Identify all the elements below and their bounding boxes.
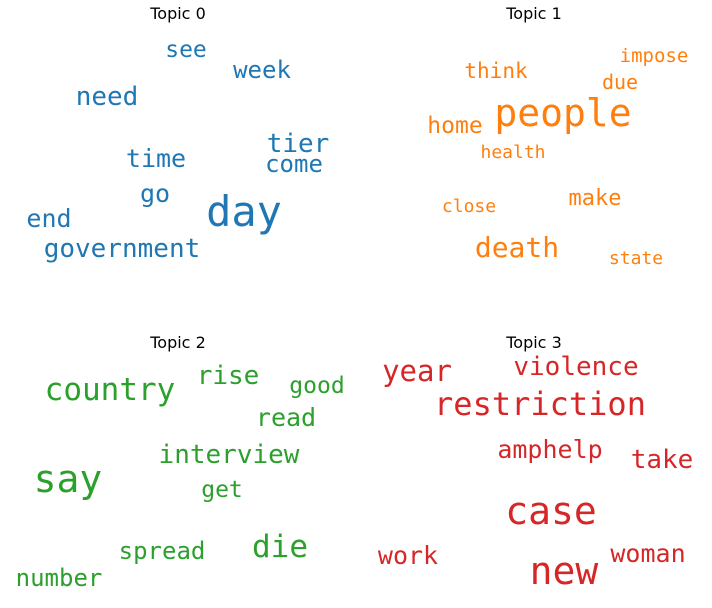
word-go: go	[140, 179, 170, 208]
word-think: think	[464, 59, 528, 83]
word-new: new	[530, 549, 599, 593]
word-home: home	[427, 113, 482, 139]
topic-panel-3: Topic 3 new case restriction year violen…	[378, 333, 693, 593]
topic-panel-2: Topic 2 say country die interview rise r…	[16, 333, 345, 592]
word-read: read	[256, 403, 316, 432]
word-amphelp: amphelp	[497, 435, 602, 464]
word-die: die	[252, 529, 308, 565]
panel-title: Topic 0	[149, 4, 206, 23]
word-woman: woman	[610, 539, 685, 568]
word-close: close	[442, 196, 496, 217]
word-make: make	[569, 186, 622, 211]
word-impose: impose	[620, 45, 689, 67]
topic-panel-1: Topic 1 people death home make think due…	[427, 4, 688, 269]
word-government: government	[44, 234, 201, 264]
word-day: day	[206, 187, 282, 236]
word-spread: spread	[119, 537, 206, 565]
word-see: see	[165, 37, 207, 63]
word-rise: rise	[197, 361, 260, 391]
word-take: take	[631, 445, 694, 475]
word-come: come	[265, 150, 323, 178]
word-interview: interview	[159, 440, 300, 470]
word-tier: tier	[267, 129, 330, 159]
word-get: get	[201, 477, 243, 503]
word-say: say	[34, 457, 103, 501]
word-violence: violence	[513, 352, 638, 382]
panel-title: Topic 3	[505, 333, 562, 352]
panel-title: Topic 2	[149, 333, 206, 352]
word-need: need	[76, 82, 139, 112]
word-work: work	[378, 541, 438, 570]
word-end: end	[26, 204, 71, 233]
word-number: number	[16, 564, 103, 592]
word-people: people	[494, 91, 631, 135]
word-death: death	[475, 231, 559, 264]
word-case: case	[505, 489, 597, 533]
word-restriction: restriction	[434, 385, 646, 423]
word-year: year	[382, 354, 452, 388]
panel-title: Topic 1	[505, 4, 562, 23]
word-health: health	[480, 142, 545, 163]
word-country: country	[45, 372, 176, 408]
word-time: time	[126, 144, 186, 173]
word-due: due	[602, 70, 638, 94]
word-state: state	[609, 248, 663, 269]
word-good: good	[289, 373, 344, 399]
word-week: week	[233, 56, 291, 84]
topic-panel-0: Topic 0 day government need tier time en…	[26, 4, 329, 264]
